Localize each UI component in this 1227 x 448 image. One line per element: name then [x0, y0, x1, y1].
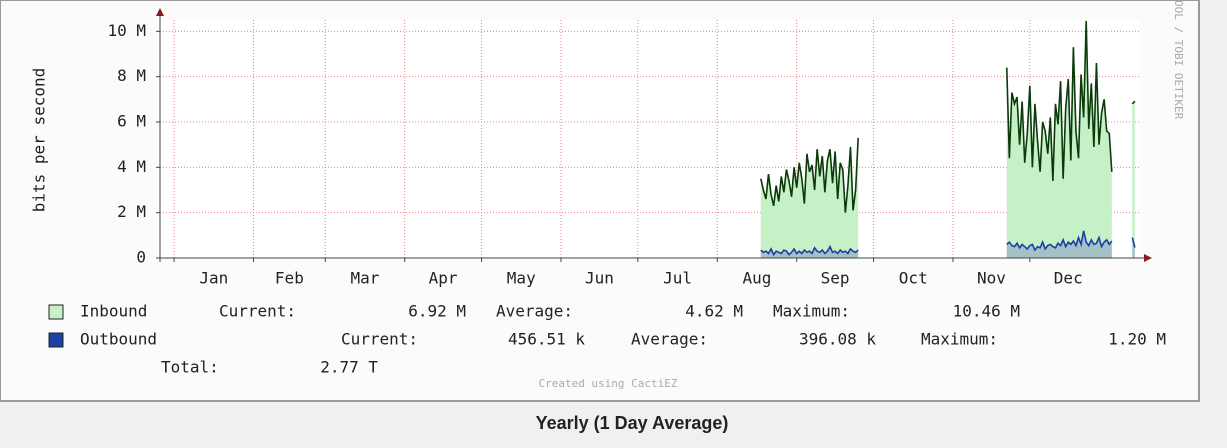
legend-stat: Maximum: [773, 302, 850, 321]
y-tick-label: 10 M [107, 21, 146, 40]
legend-stat: Maximum: [921, 330, 998, 349]
y-tick-label: 4 M [117, 157, 146, 176]
legend-stat: Current: [219, 302, 296, 321]
y-tick-label: 6 M [117, 112, 146, 131]
y-tick-label: 2 M [117, 202, 146, 221]
y-axis-label: bits per second [30, 68, 49, 213]
x-tick-label: Mar [351, 269, 380, 288]
series-area [760, 230, 1135, 258]
legend-swatch [48, 332, 64, 348]
total-label: Total: [161, 358, 219, 377]
x-tick-label: Apr [429, 269, 458, 288]
x-tick-label: May [507, 269, 536, 288]
legend-swatch [48, 304, 64, 320]
legend-stat: Average: [496, 302, 573, 321]
x-tick-label: Jun [585, 269, 614, 288]
legend-entry: Inbound [80, 302, 147, 321]
legend-stat: 4.62 M [685, 302, 743, 321]
x-tick-label: Feb [275, 269, 304, 288]
x-tick-label: Dec [1054, 269, 1083, 288]
x-tick-label: Oct [899, 269, 928, 288]
series-line [760, 230, 1136, 257]
caption: Yearly (1 Day Average) [536, 413, 729, 433]
total-value: 2.77 T [320, 358, 378, 377]
legend-stat: 396.08 k [799, 330, 876, 349]
side-note: OOL / TOBI OETIKER [1172, 0, 1185, 120]
y-arrow [156, 8, 164, 16]
y-tick-label: 0 [136, 248, 146, 267]
series-area [760, 20, 1135, 259]
legend-stat: 10.46 M [953, 302, 1020, 321]
x-arrow [1144, 254, 1152, 262]
x-tick-label: Sep [821, 269, 850, 288]
plot-area [160, 20, 1140, 258]
x-tick-label: Nov [977, 269, 1006, 288]
legend-stat: 1.20 M [1108, 330, 1166, 349]
footer: Created using CactiEZ [538, 377, 677, 390]
x-tick-label: Aug [743, 269, 772, 288]
x-tick-label: Jan [199, 269, 228, 288]
legend-stat: 6.92 M [408, 302, 466, 321]
series-line [760, 20, 1136, 213]
legend-stat: Average: [631, 330, 708, 349]
legend-stat: Current: [341, 330, 418, 349]
y-tick-label: 8 M [117, 66, 146, 85]
legend-entry: Outbound [80, 330, 157, 349]
x-tick-label: Jul [663, 269, 692, 288]
legend-stat: 456.51 k [508, 330, 585, 349]
